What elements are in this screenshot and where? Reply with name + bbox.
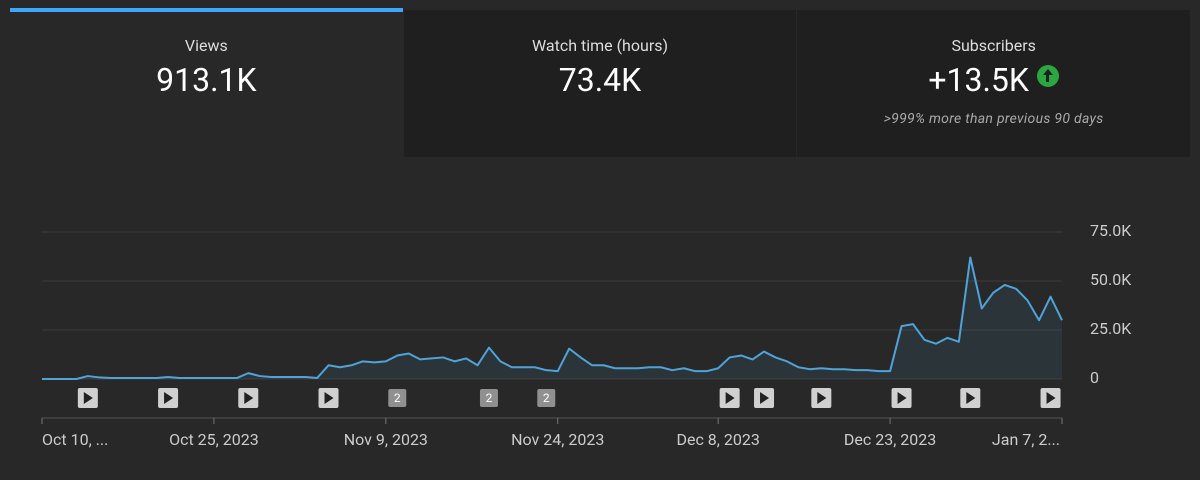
play-icon	[83, 392, 93, 404]
metric-value: 913.1K	[156, 61, 257, 99]
video-marker	[811, 388, 832, 408]
play-icon	[725, 392, 735, 404]
views-tab[interactable]: Views 913.1K	[10, 8, 403, 157]
video-count-marker	[479, 389, 498, 407]
video-marker	[719, 388, 740, 408]
video-marker	[77, 388, 98, 408]
metric-value-row: +13.5K	[797, 61, 1190, 99]
x-tick-label: Nov 24, 2023	[511, 430, 604, 449]
metric-value: +13.5K	[928, 61, 1029, 99]
area	[42, 257, 1062, 379]
play-icon	[324, 392, 334, 404]
watch-time-tab[interactable]: Watch time (hours) 73.4K	[402, 10, 797, 157]
video-marker	[960, 388, 981, 408]
video-count: 2	[394, 391, 401, 405]
video-marker	[754, 388, 775, 408]
x-tick-label: Nov 9, 2023	[344, 430, 428, 449]
metric-label: Views	[184, 36, 228, 55]
play-icon	[817, 392, 827, 404]
video-marker	[1040, 388, 1061, 408]
y-tick-label: 75.0K	[1090, 221, 1132, 240]
play-icon	[164, 392, 174, 404]
up-icon	[1036, 65, 1059, 87]
y-tick-label: 0	[1090, 368, 1099, 387]
video-count: 2	[543, 391, 550, 405]
x-tick-label: Jan 7, 2...	[992, 430, 1060, 449]
play-icon	[897, 392, 907, 404]
video-count: 2	[486, 391, 493, 405]
y-tick-label: 50.0K	[1090, 270, 1132, 289]
x-tick-label: Oct 25, 2023	[169, 430, 259, 449]
metric-value: 73.4K	[558, 61, 642, 99]
metric-tabs: Views 913.1K Watch time (hours) 73.4K Su…	[10, 8, 1191, 157]
comparison-note: >999% more than previous 90 days	[883, 111, 1104, 127]
metric-label: Watch time (hours)	[531, 36, 669, 55]
video-marker	[238, 388, 259, 408]
y-tick-label: 25.0K	[1090, 319, 1132, 338]
x-tick-label: Oct 10, ...	[42, 430, 108, 449]
play-icon	[966, 392, 976, 404]
metric-label: Subscribers	[951, 36, 1036, 55]
subscribers-tab[interactable]: Subscribers +13.5K >999% more than previ…	[796, 10, 1191, 157]
play-icon	[1046, 392, 1056, 404]
play-icon	[760, 392, 770, 404]
play-icon	[244, 392, 254, 404]
video-count-marker	[388, 389, 407, 407]
line	[42, 256, 1063, 380]
video-marker	[891, 388, 912, 408]
video-count-marker	[537, 389, 556, 407]
x-tick-label: Dec 23, 2023	[844, 430, 936, 449]
video-marker	[158, 388, 179, 408]
video-marker	[318, 388, 339, 408]
x-tick-label: Dec 8, 2023	[676, 430, 759, 449]
